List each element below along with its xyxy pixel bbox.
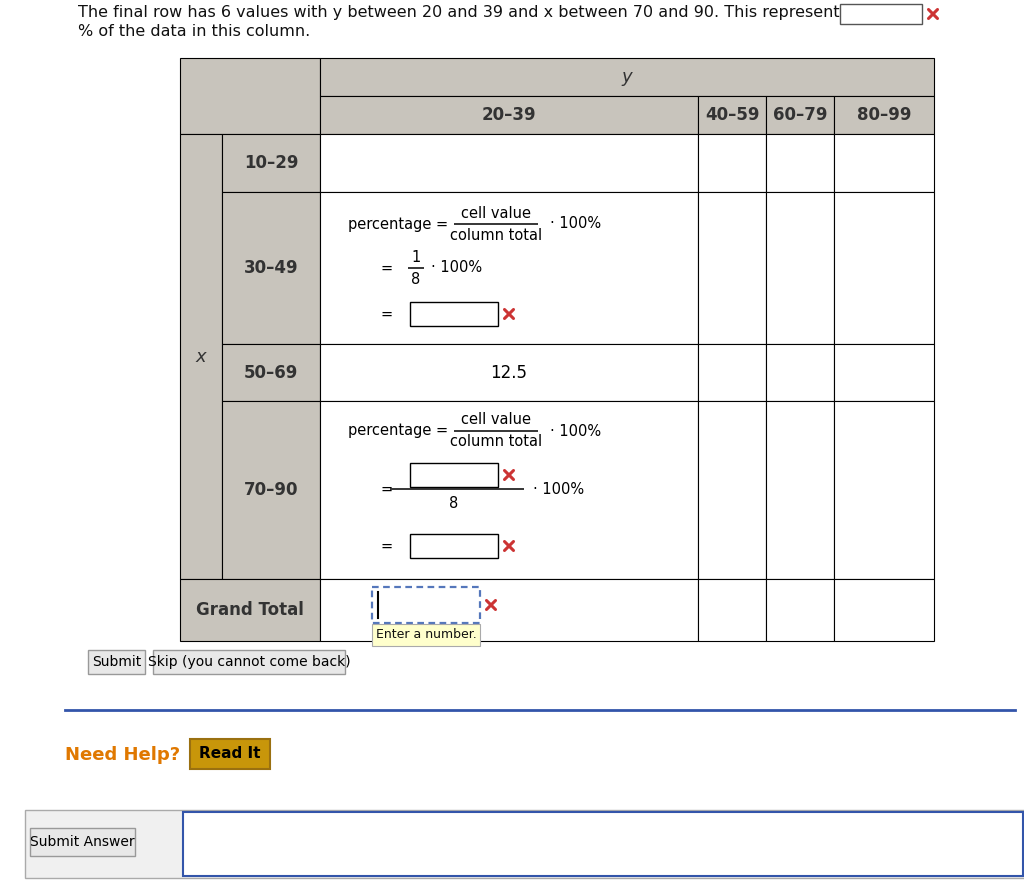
Bar [319,401,698,579]
Bar [698,579,766,641]
Text: · 100%: · 100% [431,261,482,275]
Bar [834,579,934,641]
Text: column total: column total [450,228,542,243]
Text: 10–29: 10–29 [244,154,298,172]
Text: cell value: cell value [461,412,531,427]
Text: · 100%: · 100% [534,481,584,496]
Text: Enter a number.: Enter a number. [376,628,476,642]
Text: The final row has 6 values with y between 20 and 39 and x between 70 and 90. Thi: The final row has 6 values with y betwee… [78,5,848,21]
Bar [840,4,922,24]
Bar [698,134,766,192]
Text: 50–69: 50–69 [244,364,298,382]
Bar [153,650,345,674]
Bar [766,579,834,641]
Bar [222,401,319,579]
Text: · 100%: · 100% [550,424,601,438]
Text: % of the data in this column.: % of the data in this column. [78,24,310,39]
Text: · 100%: · 100% [550,217,601,231]
Text: =: = [381,481,393,496]
Bar [372,624,480,646]
Bar [834,401,934,579]
Text: Grand Total: Grand Total [196,601,304,619]
Text: =: = [381,306,393,322]
Bar [180,134,222,579]
Text: 8: 8 [450,496,459,512]
Bar [319,192,698,344]
Bar [372,587,480,623]
Bar [319,58,934,96]
Bar [834,134,934,192]
Bar [88,650,145,674]
Text: cell value: cell value [461,205,531,220]
Bar [766,96,834,134]
Text: column total: column total [450,435,542,450]
Bar [410,463,498,487]
Text: Need Help?: Need Help? [65,746,180,764]
Bar [222,344,319,401]
Bar [834,344,934,401]
Bar [766,134,834,192]
Bar [180,58,319,134]
Bar [698,192,766,344]
Bar [183,812,1023,876]
Text: Read It: Read It [200,746,261,762]
Bar [319,134,698,192]
Text: y: y [622,68,632,86]
Bar [180,579,319,641]
Text: =: = [381,538,393,554]
Text: x: x [196,348,206,366]
Bar [698,96,766,134]
Bar [698,344,766,401]
Bar [25,810,1024,878]
Bar [698,401,766,579]
Text: Skip (you cannot come back): Skip (you cannot come back) [147,655,350,669]
Bar [190,739,270,769]
Text: 80–99: 80–99 [857,106,911,124]
Text: 1: 1 [412,249,421,264]
Text: Submit: Submit [92,655,141,669]
Text: 12.5: 12.5 [490,364,527,382]
Bar [30,828,135,856]
Text: 60–79: 60–79 [773,106,827,124]
Bar [834,96,934,134]
Bar [319,96,698,134]
Text: 20–39: 20–39 [481,106,537,124]
Bar [319,579,698,641]
Text: percentage =: percentage = [348,424,449,438]
Bar [766,192,834,344]
Text: 8: 8 [412,271,421,287]
Text: 30–49: 30–49 [244,259,298,277]
Text: percentage =: percentage = [348,217,449,231]
Bar [222,192,319,344]
Bar [222,134,319,192]
Bar [766,344,834,401]
Bar [766,401,834,579]
Bar [834,192,934,344]
Bar [410,302,498,326]
Text: 40–59: 40–59 [705,106,759,124]
Bar [319,344,698,401]
Text: =: = [381,261,393,275]
Bar [410,534,498,558]
Text: Submit Answer: Submit Answer [30,835,135,849]
Text: 70–90: 70–90 [244,481,298,499]
